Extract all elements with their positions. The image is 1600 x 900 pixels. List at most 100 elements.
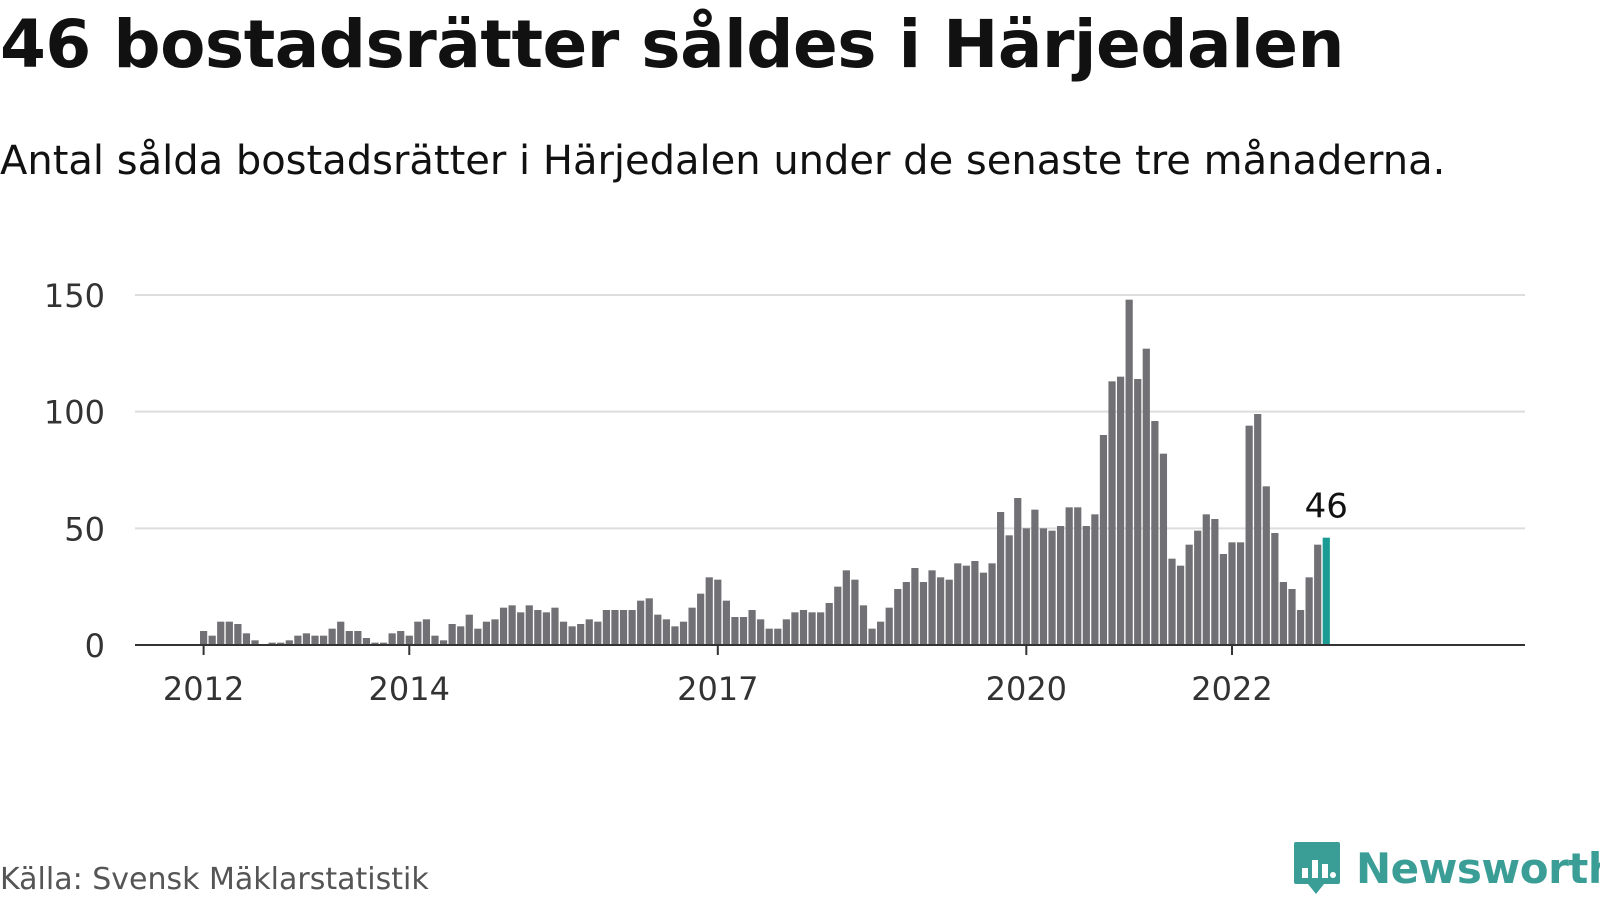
bar [697,593,705,645]
y-tick-label: 0 [85,627,105,665]
bar [1031,509,1039,645]
y-tick-label: 150 [44,277,105,315]
bar [654,614,662,645]
bar [637,600,645,645]
bar [671,626,679,645]
bar [954,563,962,645]
bar [1091,514,1099,645]
bar [397,631,405,645]
bar [234,624,242,645]
bar [928,570,936,645]
bar [491,619,499,645]
bar [739,617,748,645]
bar [482,621,491,645]
bar [979,572,988,645]
bar [628,610,636,645]
bar [688,607,696,645]
bar [894,589,902,645]
brand-logo[interactable]: Newsworthy [1292,838,1600,898]
bar [705,577,713,645]
bar [277,642,285,645]
bar [937,577,945,645]
bar [1048,530,1056,645]
bar [945,579,953,645]
bar [1288,589,1296,645]
bar [1039,528,1048,645]
bar [585,619,593,645]
bar [225,621,233,645]
bar [1279,582,1288,645]
x-tick-label: 2012 [163,670,244,708]
bar [1202,514,1210,645]
bar [1168,558,1176,645]
bar [1082,526,1090,645]
bar [208,635,216,645]
bar [859,605,868,645]
y-tick-label: 100 [44,394,105,432]
bar [337,621,345,645]
bar [765,628,773,645]
bar [594,621,602,645]
bar [534,610,542,645]
source-note: Källa: Svensk Mäklarstatistik [0,862,429,897]
bar [1057,526,1065,645]
bar [499,607,508,645]
bar [362,638,371,645]
bar [508,605,516,645]
bar [774,628,782,645]
bar [1314,544,1322,645]
bar [1074,507,1082,645]
bar [405,635,413,645]
bar [1134,379,1142,645]
bar [200,631,208,645]
grid-lines [135,294,1525,530]
bar-highlight [1322,537,1330,645]
bar [611,610,619,645]
bar [439,640,448,645]
bar [1211,519,1219,645]
chart-subtitle: Antal sålda bostadsrätter i Härjedalen u… [0,138,1446,184]
bar [817,612,825,645]
bar [517,612,525,645]
bar [422,619,431,645]
bar [457,626,465,645]
bar [662,619,670,645]
bar [448,624,456,645]
bar [1014,498,1022,645]
bar [868,628,876,645]
bar [877,621,885,645]
bar [885,607,893,645]
bar [1176,565,1185,645]
bar [465,614,473,645]
bar [577,624,585,645]
x-tick-label: 2014 [369,670,450,708]
bar [679,621,688,645]
bar [782,619,790,645]
bar [1305,577,1313,645]
bar [834,586,842,645]
bar [217,621,225,645]
bar [911,568,919,645]
bar [1125,299,1133,645]
bar [731,617,739,645]
bar [311,635,319,645]
bars [200,299,1330,645]
y-axis-labels: 0 50 100 150 [44,277,105,665]
bar [1245,425,1253,645]
bar [1099,435,1108,645]
bar [1116,376,1125,645]
bar [1194,530,1202,645]
bar [1228,542,1236,645]
bar [1022,528,1030,645]
bar [962,565,970,645]
bar [328,628,336,645]
bar [902,582,910,645]
bar [988,563,996,645]
bar [1219,554,1228,645]
x-tick-label: 2020 [986,670,1067,708]
annotations: 46 [1305,487,1348,527]
bar [371,642,379,645]
bar [1185,544,1193,645]
bar [1151,421,1159,645]
bar [842,570,850,645]
